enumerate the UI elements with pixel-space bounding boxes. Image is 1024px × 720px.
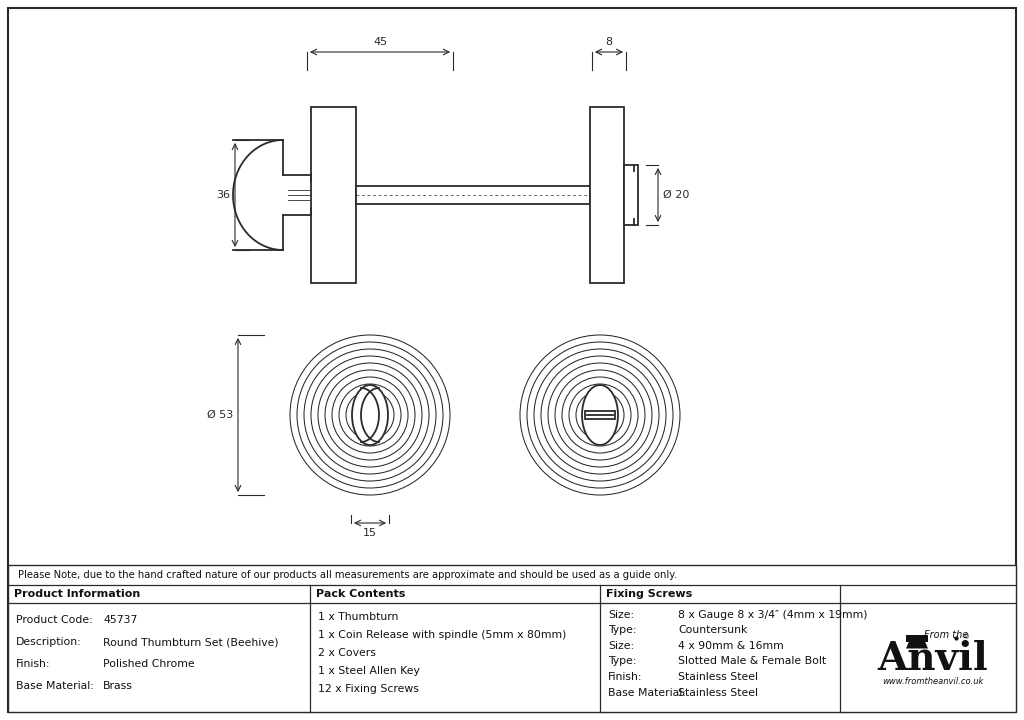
Text: 1 x Steel Allen Key: 1 x Steel Allen Key: [318, 666, 420, 676]
Text: www.fromtheanvil.co.uk: www.fromtheanvil.co.uk: [883, 677, 984, 686]
Text: Fixing Screws: Fixing Screws: [606, 589, 692, 599]
Text: 1 x Thumbturn: 1 x Thumbturn: [318, 611, 398, 621]
Text: Description:: Description:: [16, 637, 82, 647]
Text: Base Material:: Base Material:: [608, 688, 686, 698]
Text: 45: 45: [373, 37, 387, 47]
Text: Ø 20: Ø 20: [663, 190, 689, 200]
Text: Finish:: Finish:: [608, 672, 642, 682]
Bar: [356, 186, 590, 204]
Text: 2 x Covers: 2 x Covers: [318, 648, 376, 658]
Bar: [311, 107, 356, 283]
Text: 36: 36: [216, 190, 230, 200]
Text: 4 x 90mm & 16mm: 4 x 90mm & 16mm: [678, 641, 783, 651]
Text: Type:: Type:: [608, 657, 637, 667]
Text: Finish:: Finish:: [16, 659, 50, 669]
Text: Base Material:: Base Material:: [16, 681, 94, 691]
Text: Product Code:: Product Code:: [16, 616, 93, 626]
Text: Type:: Type:: [608, 625, 637, 635]
Text: Polished Chrome: Polished Chrome: [103, 659, 195, 669]
Ellipse shape: [352, 385, 388, 445]
Text: Pack Contents: Pack Contents: [316, 589, 406, 599]
Text: 12 x Fixing Screws: 12 x Fixing Screws: [318, 684, 419, 694]
Text: 15: 15: [362, 528, 377, 538]
Bar: [8, 565, 1016, 712]
Text: Countersunk: Countersunk: [678, 625, 748, 635]
Bar: [585, 411, 615, 419]
Text: Slotted Male & Female Bolt: Slotted Male & Female Bolt: [678, 657, 826, 667]
Bar: [906, 634, 928, 642]
Text: Stainless Steel: Stainless Steel: [678, 672, 758, 682]
Text: Please Note, due to the hand crafted nature of our products all measurements are: Please Note, due to the hand crafted nat…: [18, 570, 677, 580]
Text: 8: 8: [605, 37, 612, 47]
Text: Round Thumbturn Set (Beehive): Round Thumbturn Set (Beehive): [103, 637, 279, 647]
Text: 45737: 45737: [103, 616, 137, 626]
Text: From the: From the: [924, 631, 968, 641]
Text: Stainless Steel: Stainless Steel: [678, 688, 758, 698]
Text: Brass: Brass: [103, 681, 133, 691]
Bar: [590, 107, 624, 283]
Text: Size:: Size:: [608, 641, 634, 651]
Text: ®: ®: [963, 634, 970, 641]
Text: 1 x Coin Release with spindle (5mm x 80mm): 1 x Coin Release with spindle (5mm x 80m…: [318, 630, 566, 640]
Text: Product Information: Product Information: [14, 589, 140, 599]
Text: 8 x Gauge 8 x 3/4″ (4mm x 19mm): 8 x Gauge 8 x 3/4″ (4mm x 19mm): [678, 610, 867, 620]
Text: Size:: Size:: [608, 610, 634, 620]
Text: Anvil: Anvil: [878, 641, 988, 678]
Bar: [624, 165, 638, 225]
Ellipse shape: [582, 385, 618, 445]
Polygon shape: [906, 642, 928, 649]
Text: Ø 53: Ø 53: [207, 410, 233, 420]
